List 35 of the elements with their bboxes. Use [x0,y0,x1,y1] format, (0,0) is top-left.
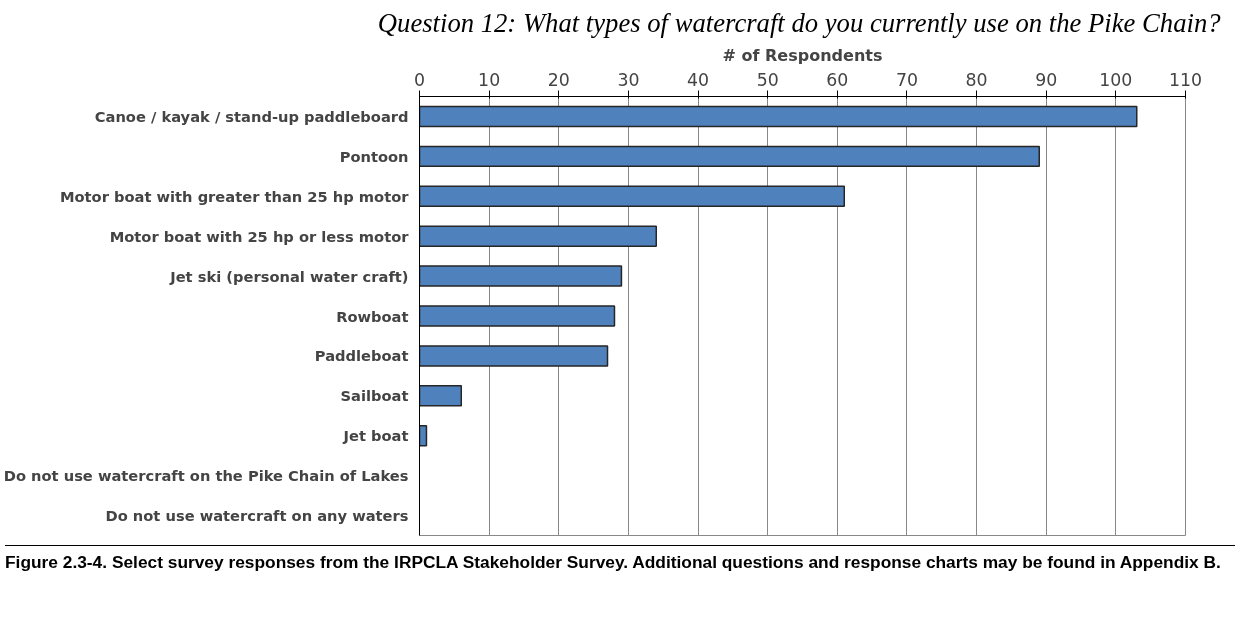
x-tick-label: 10 [478,69,501,90]
x-tick-label: 50 [756,69,779,90]
bar [419,305,616,327]
bar [419,225,658,247]
y-tick-label: Jet ski (personal water craft) [169,267,409,285]
x-tick-label: 70 [895,69,918,90]
y-tick-label: Rowboat [336,307,409,325]
x-tick-label: 80 [965,69,988,90]
bar [419,345,609,367]
chart-title: Question 12: What types of watercraft do you currently use on the Pike Chain? [377,7,1222,38]
y-tick-label: Sailboat [340,387,409,405]
x-tick-label: 20 [547,69,570,90]
x-tick-label: 90 [1035,69,1058,90]
bar [419,265,623,287]
y-tick-label: Do not use watercraft on the Pike Chain of Lakes [3,467,409,485]
caption: Figure 2.3-4. Select survey responses from the IRPCLA Stakeholder Survey. Additional questions and response charts may be found in Appendix B. [5,551,1221,574]
bar [419,385,463,407]
y-tick-label: Motor boat with greater than 25 hp motor [59,187,410,205]
bar [419,425,428,447]
x-axis-title: # of Respondents [722,45,883,65]
y-tick-label: Jet boat [342,427,409,445]
bar [419,145,1041,168]
bar [419,185,846,207]
x-tick-label: 30 [617,69,640,90]
y-tick-label: Pontoon [339,147,409,165]
x-tick-label: 100 [1099,69,1133,90]
y-tick-label: Do not use watercraft on any waters [105,507,409,525]
y-tick-label: Canoe / kayak / stand-up paddleboard [94,107,409,125]
y-tick-label: Paddleboat [314,347,409,365]
y-tick-label: Motor boat with 25 hp or less motor [109,227,410,245]
x-tick-label: 60 [826,69,849,90]
bar [419,105,1138,128]
x-tick-label: 110 [1168,69,1203,90]
x-tick-label: 0 [413,69,426,90]
x-tick-label: 40 [687,69,710,90]
